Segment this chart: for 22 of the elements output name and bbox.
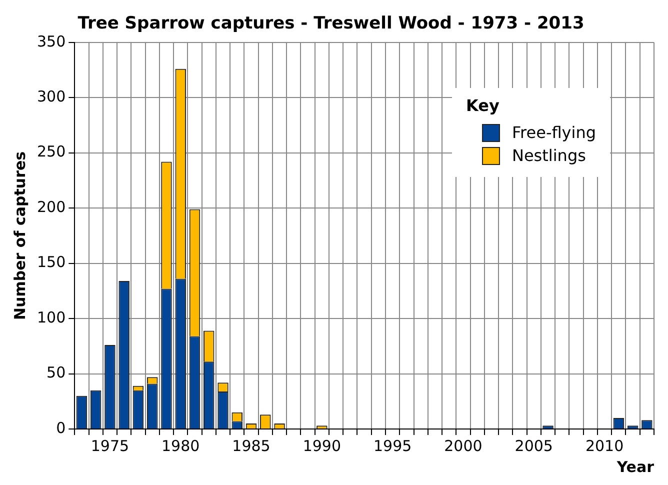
y-tick-label: 150	[36, 253, 66, 272]
y-tick-label: 350	[36, 32, 66, 50]
x-tick-label: 1985	[232, 436, 270, 455]
x-tick-label: 1990	[302, 436, 342, 455]
x-tick-label: 1975	[90, 436, 130, 455]
x-tick-label: 1980	[162, 436, 200, 455]
legend-label: Nestlings	[512, 146, 586, 165]
y-tick-label: 200	[36, 198, 66, 216]
x-tick-label: 2005	[514, 436, 553, 455]
y-tick-label: 250	[36, 142, 66, 161]
legend-label: Free-flying	[512, 123, 596, 142]
x-tick-label: 2010	[585, 436, 624, 455]
y-tick-label: 50	[46, 364, 66, 382]
x-tick-label: 2000	[444, 436, 482, 455]
y-tick-label: 0	[56, 418, 66, 437]
chart-title: Tree Sparrow captures - Treswell Wood - 1973 - 2013	[78, 14, 584, 34]
y-axis-title: Number of captures	[10, 151, 29, 320]
legend-title: Key	[466, 96, 500, 115]
y-tick-label: 300	[36, 88, 66, 106]
y-tick-label: 100	[36, 308, 66, 326]
x-tick-label: 1995	[373, 436, 412, 455]
x-axis-title: Year	[616, 458, 655, 476]
